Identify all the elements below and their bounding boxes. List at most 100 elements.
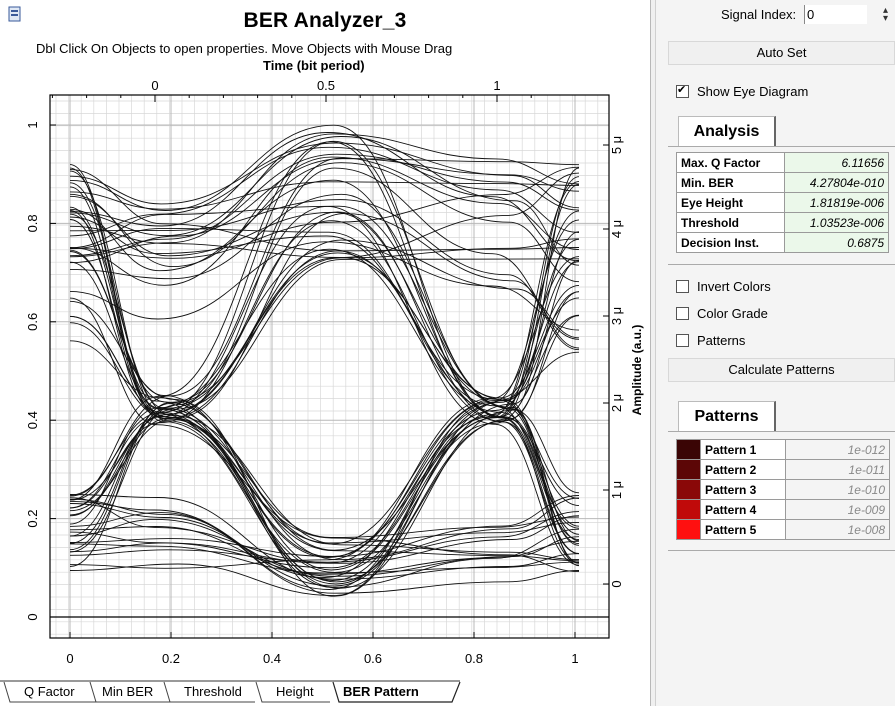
analysis-label: Min. BER <box>676 172 785 193</box>
y-right-tick-label: 1 μ <box>609 481 624 499</box>
eye-diagram-plot[interactable]: 0 0.2 0.4 0.6 0.8 1 0 0.5 1 1 0.8 0.6 0.4 0.2 0 5 μ 4 μ 3… <box>0 0 650 680</box>
tab-ber-pattern[interactable]: BER Pattern <box>343 684 419 699</box>
tab-q-factor[interactable]: Q Factor <box>24 684 75 699</box>
x-top-tick-label: 1 <box>493 78 500 93</box>
y-left-tick-label: 1 <box>25 121 40 128</box>
analysis-row: Eye Height 1.81819e-006 <box>676 192 889 213</box>
x-bottom-tick-label: 1 <box>571 651 578 666</box>
y-left-tick-label: 0.4 <box>25 411 40 429</box>
pattern-row[interactable]: Pattern 2 1e-011 <box>676 459 890 480</box>
pattern-label: Pattern 3 <box>700 479 786 500</box>
patterns-tab[interactable]: Patterns <box>678 401 776 431</box>
patterns-divider <box>668 550 895 551</box>
show-eye-diagram-checkbox[interactable]: Show Eye Diagram <box>676 83 809 99</box>
plot-frame <box>49 94 610 639</box>
checkbox-icon[interactable] <box>676 334 689 347</box>
invert-colors-checkbox[interactable]: Invert Colors <box>676 279 771 294</box>
x-top-axis-title: Time (bit period) <box>263 58 365 73</box>
pattern-label: Pattern 4 <box>700 499 786 520</box>
x-top-tick-label: 0 <box>151 78 158 93</box>
show-eye-diagram-label: Show Eye Diagram <box>697 84 809 99</box>
analysis-value: 4.27804e-010 <box>784 172 889 193</box>
analysis-value: 6.11656 <box>784 152 889 173</box>
y-right-tick-label: 2 μ <box>609 394 624 412</box>
patterns-checkbox[interactable]: Patterns <box>676 333 745 348</box>
tab-height[interactable]: Height <box>276 684 314 699</box>
y-right-tick-label: 4 μ <box>609 220 624 238</box>
checkbox-icon[interactable] <box>676 280 689 293</box>
signal-index-spinner[interactable]: ▴ ▾ <box>883 5 889 24</box>
pattern-ber-value: 1e-011 <box>785 459 890 480</box>
pattern-row[interactable]: Pattern 1 1e-012 <box>676 439 890 460</box>
analysis-label: Decision Inst. <box>676 232 785 253</box>
y-left-tick-label: 0 <box>25 613 40 620</box>
tab-outline <box>0 680 461 703</box>
pattern-color-swatch[interactable] <box>676 479 701 500</box>
pattern-row[interactable]: Pattern 5 1e-008 <box>676 519 890 540</box>
analysis-row: Threshold 1.03523e-006 <box>676 212 889 233</box>
pattern-color-swatch[interactable] <box>676 439 701 460</box>
analysis-row: Decision Inst. 0.6875 <box>676 232 889 253</box>
analysis-row: Min. BER 4.27804e-010 <box>676 172 889 193</box>
pattern-ber-value: 1e-009 <box>785 499 890 520</box>
analysis-label: Max. Q Factor <box>676 152 785 173</box>
signal-index-input[interactable] <box>804 5 867 24</box>
pattern-color-swatch[interactable] <box>676 519 701 540</box>
invert-colors-label: Invert Colors <box>697 279 771 294</box>
splitter[interactable] <box>650 0 656 706</box>
analysis-row: Max. Q Factor 6.11656 <box>676 152 889 173</box>
x-bottom-tick-label: 0.6 <box>364 651 382 666</box>
analysis-label: Threshold <box>676 212 785 233</box>
y-right-tick-label: 0 <box>609 580 624 587</box>
pattern-color-swatch[interactable] <box>676 459 701 480</box>
x-top-tick-label: 0.5 <box>317 78 335 93</box>
window-title: BER Analyzer_3 <box>243 9 407 32</box>
auto-set-button[interactable]: Auto Set <box>668 41 895 65</box>
x-bottom-tick-label: 0 <box>66 651 73 666</box>
analysis-tab-divider <box>668 146 895 147</box>
pattern-row[interactable]: Pattern 4 1e-009 <box>676 499 890 520</box>
app-icon <box>8 6 21 22</box>
pattern-ber-value: 1e-010 <box>785 479 890 500</box>
patterns-label: Patterns <box>697 333 746 348</box>
y-right-axis-title: Amplitude (a.u.) <box>630 325 644 416</box>
analysis-tab[interactable]: Analysis <box>678 116 776 146</box>
pattern-label: Pattern 5 <box>700 519 786 540</box>
analysis-value: 1.81819e-006 <box>784 192 889 213</box>
analysis-value: 1.03523e-006 <box>784 212 889 233</box>
usage-hint: Dbl Click On Objects to open properties.… <box>36 41 453 56</box>
color-grade-label: Color Grade <box>697 306 768 321</box>
ber-analyzer-window: BER Analyzer_3 Dbl Click On Objects to o… <box>0 0 650 706</box>
bottom-tab-bar: Q Factor Min BER Threshold Height BER Pa… <box>0 680 650 706</box>
patterns-tab-divider <box>668 431 895 432</box>
analysis-divider <box>668 264 895 265</box>
checkbox-icon[interactable] <box>676 307 689 320</box>
x-bottom-tick-label: 0.8 <box>465 651 483 666</box>
x-bottom-tick-label: 0.4 <box>263 651 281 666</box>
pattern-label: Pattern 2 <box>700 459 786 480</box>
plot-axes: 0 0.2 0.4 0.6 0.8 1 0 0.5 1 1 0.8 0.6 0.4 0.2 0 5 μ 4 μ 3… <box>25 78 624 666</box>
analysis-value: 0.6875 <box>784 232 889 253</box>
y-left-tick-label: 0.6 <box>25 313 40 331</box>
y-right-tick-label: 5 μ <box>609 136 624 154</box>
signal-index-label: Signal Index: <box>721 7 797 22</box>
color-grade-checkbox[interactable]: Color Grade <box>676 306 768 321</box>
x-bottom-tick-label: 0.2 <box>162 651 180 666</box>
tab-threshold[interactable]: Threshold <box>184 684 242 699</box>
analysis-label: Eye Height <box>676 192 785 213</box>
y-right-tick-label: 3 μ <box>609 307 624 325</box>
pattern-color-swatch[interactable] <box>676 499 701 520</box>
eye-traces <box>69 124 580 597</box>
pattern-label: Pattern 1 <box>700 439 786 460</box>
pattern-ber-value: 1e-012 <box>785 439 890 460</box>
y-left-tick-label: 0.2 <box>25 510 40 528</box>
pattern-ber-value: 1e-008 <box>785 519 890 540</box>
checkbox-checked-icon[interactable] <box>676 83 689 98</box>
tab-min-ber[interactable]: Min BER <box>102 684 154 699</box>
pattern-row[interactable]: Pattern 3 1e-010 <box>676 479 890 500</box>
y-left-tick-label: 0.8 <box>25 214 40 232</box>
properties-panel: Signal Index: ▴▾ Auto Set Show Eye Diagr… <box>656 0 895 706</box>
analysis-table: Max. Q Factor 6.11656 Min. BER 4.27804e-010… <box>676 152 889 253</box>
calculate-patterns-button[interactable]: Calculate Patterns <box>668 358 895 382</box>
